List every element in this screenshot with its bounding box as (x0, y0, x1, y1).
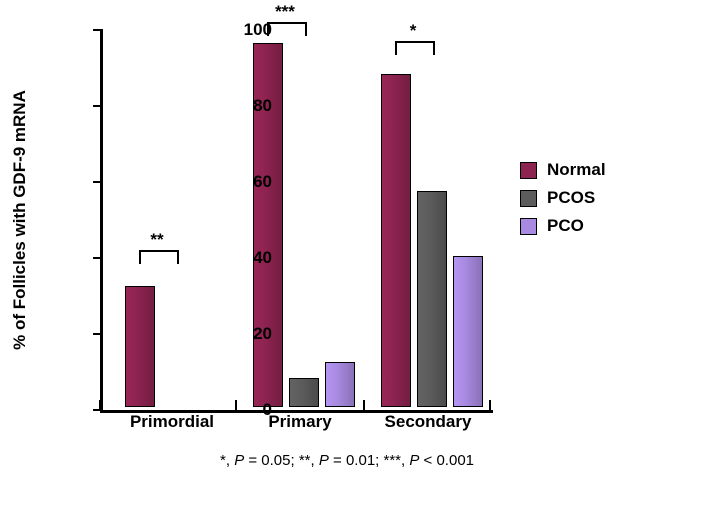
footnote-p-symbol: P (409, 452, 419, 469)
significance-bracket (267, 22, 307, 36)
y-tick-label: 20 (253, 324, 272, 344)
x-category-label: Primordial (130, 412, 214, 432)
chart-container: % of Follicles with GDF-9 mRNA *********… (30, 20, 672, 491)
footnote-p-symbol: P (319, 452, 329, 469)
legend-label: PCOS (547, 188, 595, 208)
legend-item: PCOS (520, 188, 606, 208)
significance-bracket (139, 250, 179, 264)
y-tick-label: 80 (253, 96, 272, 116)
x-category-label: Secondary (385, 412, 472, 432)
legend-swatch (520, 218, 537, 235)
bar (453, 256, 483, 407)
plot-area: ********* (100, 30, 493, 413)
y-tick (93, 257, 103, 259)
footnote-text: *** (384, 452, 402, 469)
significance-label: ** (150, 230, 163, 250)
legend-item: Normal (520, 160, 606, 180)
y-tick (93, 181, 103, 183)
footnote-text: , (226, 452, 234, 469)
y-axis-label: % of Follicles with GDF-9 mRNA (10, 90, 30, 350)
bar (325, 362, 355, 407)
footnote-text: = 0.05; (244, 452, 299, 469)
x-tick (99, 400, 101, 410)
y-tick-label: 60 (253, 172, 272, 192)
footnote-text: , (311, 452, 319, 469)
y-tick-label: 40 (253, 248, 272, 268)
y-tick (93, 333, 103, 335)
footnote-text: < 0.001 (419, 452, 474, 469)
x-tick (363, 400, 365, 410)
y-tick-label: 100 (244, 20, 272, 40)
footnote-text: = 0.01; (329, 452, 384, 469)
y-tick (93, 409, 103, 411)
legend-swatch (520, 190, 537, 207)
footnote-text: ** (299, 452, 311, 469)
bar (125, 286, 155, 407)
bar (381, 74, 411, 407)
significance-bracket (395, 41, 435, 55)
y-tick (93, 105, 103, 107)
x-tick (489, 400, 491, 410)
x-category-label: Primary (268, 412, 331, 432)
legend-swatch (520, 162, 537, 179)
significance-label: * (410, 21, 417, 41)
bar (289, 378, 319, 407)
legend-label: Normal (547, 160, 606, 180)
bar (417, 191, 447, 407)
footnote-p-symbol: P (234, 452, 244, 469)
y-tick (93, 29, 103, 31)
significance-footnote: *, P = 0.05; **, P = 0.01; ***, P < 0.00… (220, 452, 474, 469)
legend-label: PCO (547, 216, 584, 236)
x-tick (235, 400, 237, 410)
legend-item: PCO (520, 216, 606, 236)
significance-label: *** (275, 2, 295, 22)
legend: Normal PCOS PCO (520, 160, 606, 244)
